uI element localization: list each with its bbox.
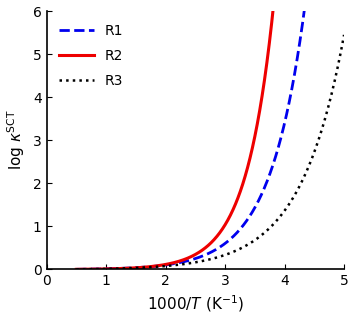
Y-axis label: log $\kappa^{\mathrm{SCT}}$: log $\kappa^{\mathrm{SCT}}$	[6, 110, 27, 171]
Line: R3: R3	[76, 35, 344, 269]
R3	[74, 268, 79, 271]
R1	[258, 196, 262, 199]
R2	[74, 268, 79, 271]
R3	[182, 262, 187, 266]
Legend: R1, R2, R3: R1, R2, R3	[53, 18, 129, 93]
R2	[102, 267, 106, 271]
R1	[283, 119, 287, 123]
X-axis label: 1000/$\mathit{T}$ (K$^{-1}$): 1000/$\mathit{T}$ (K$^{-1}$)	[147, 294, 244, 315]
R3	[102, 267, 106, 271]
R1	[288, 97, 292, 100]
R1	[192, 257, 196, 261]
R3	[288, 201, 292, 205]
R2	[182, 258, 187, 261]
R1	[182, 260, 187, 263]
R3	[192, 260, 196, 264]
R2	[258, 106, 262, 110]
Line: R1: R1	[76, 0, 344, 269]
R3	[258, 234, 262, 238]
R2	[192, 253, 196, 257]
Line: R2: R2	[76, 0, 344, 269]
R3	[283, 208, 287, 212]
R3	[342, 33, 346, 37]
R1	[74, 268, 79, 271]
R1	[102, 267, 106, 271]
